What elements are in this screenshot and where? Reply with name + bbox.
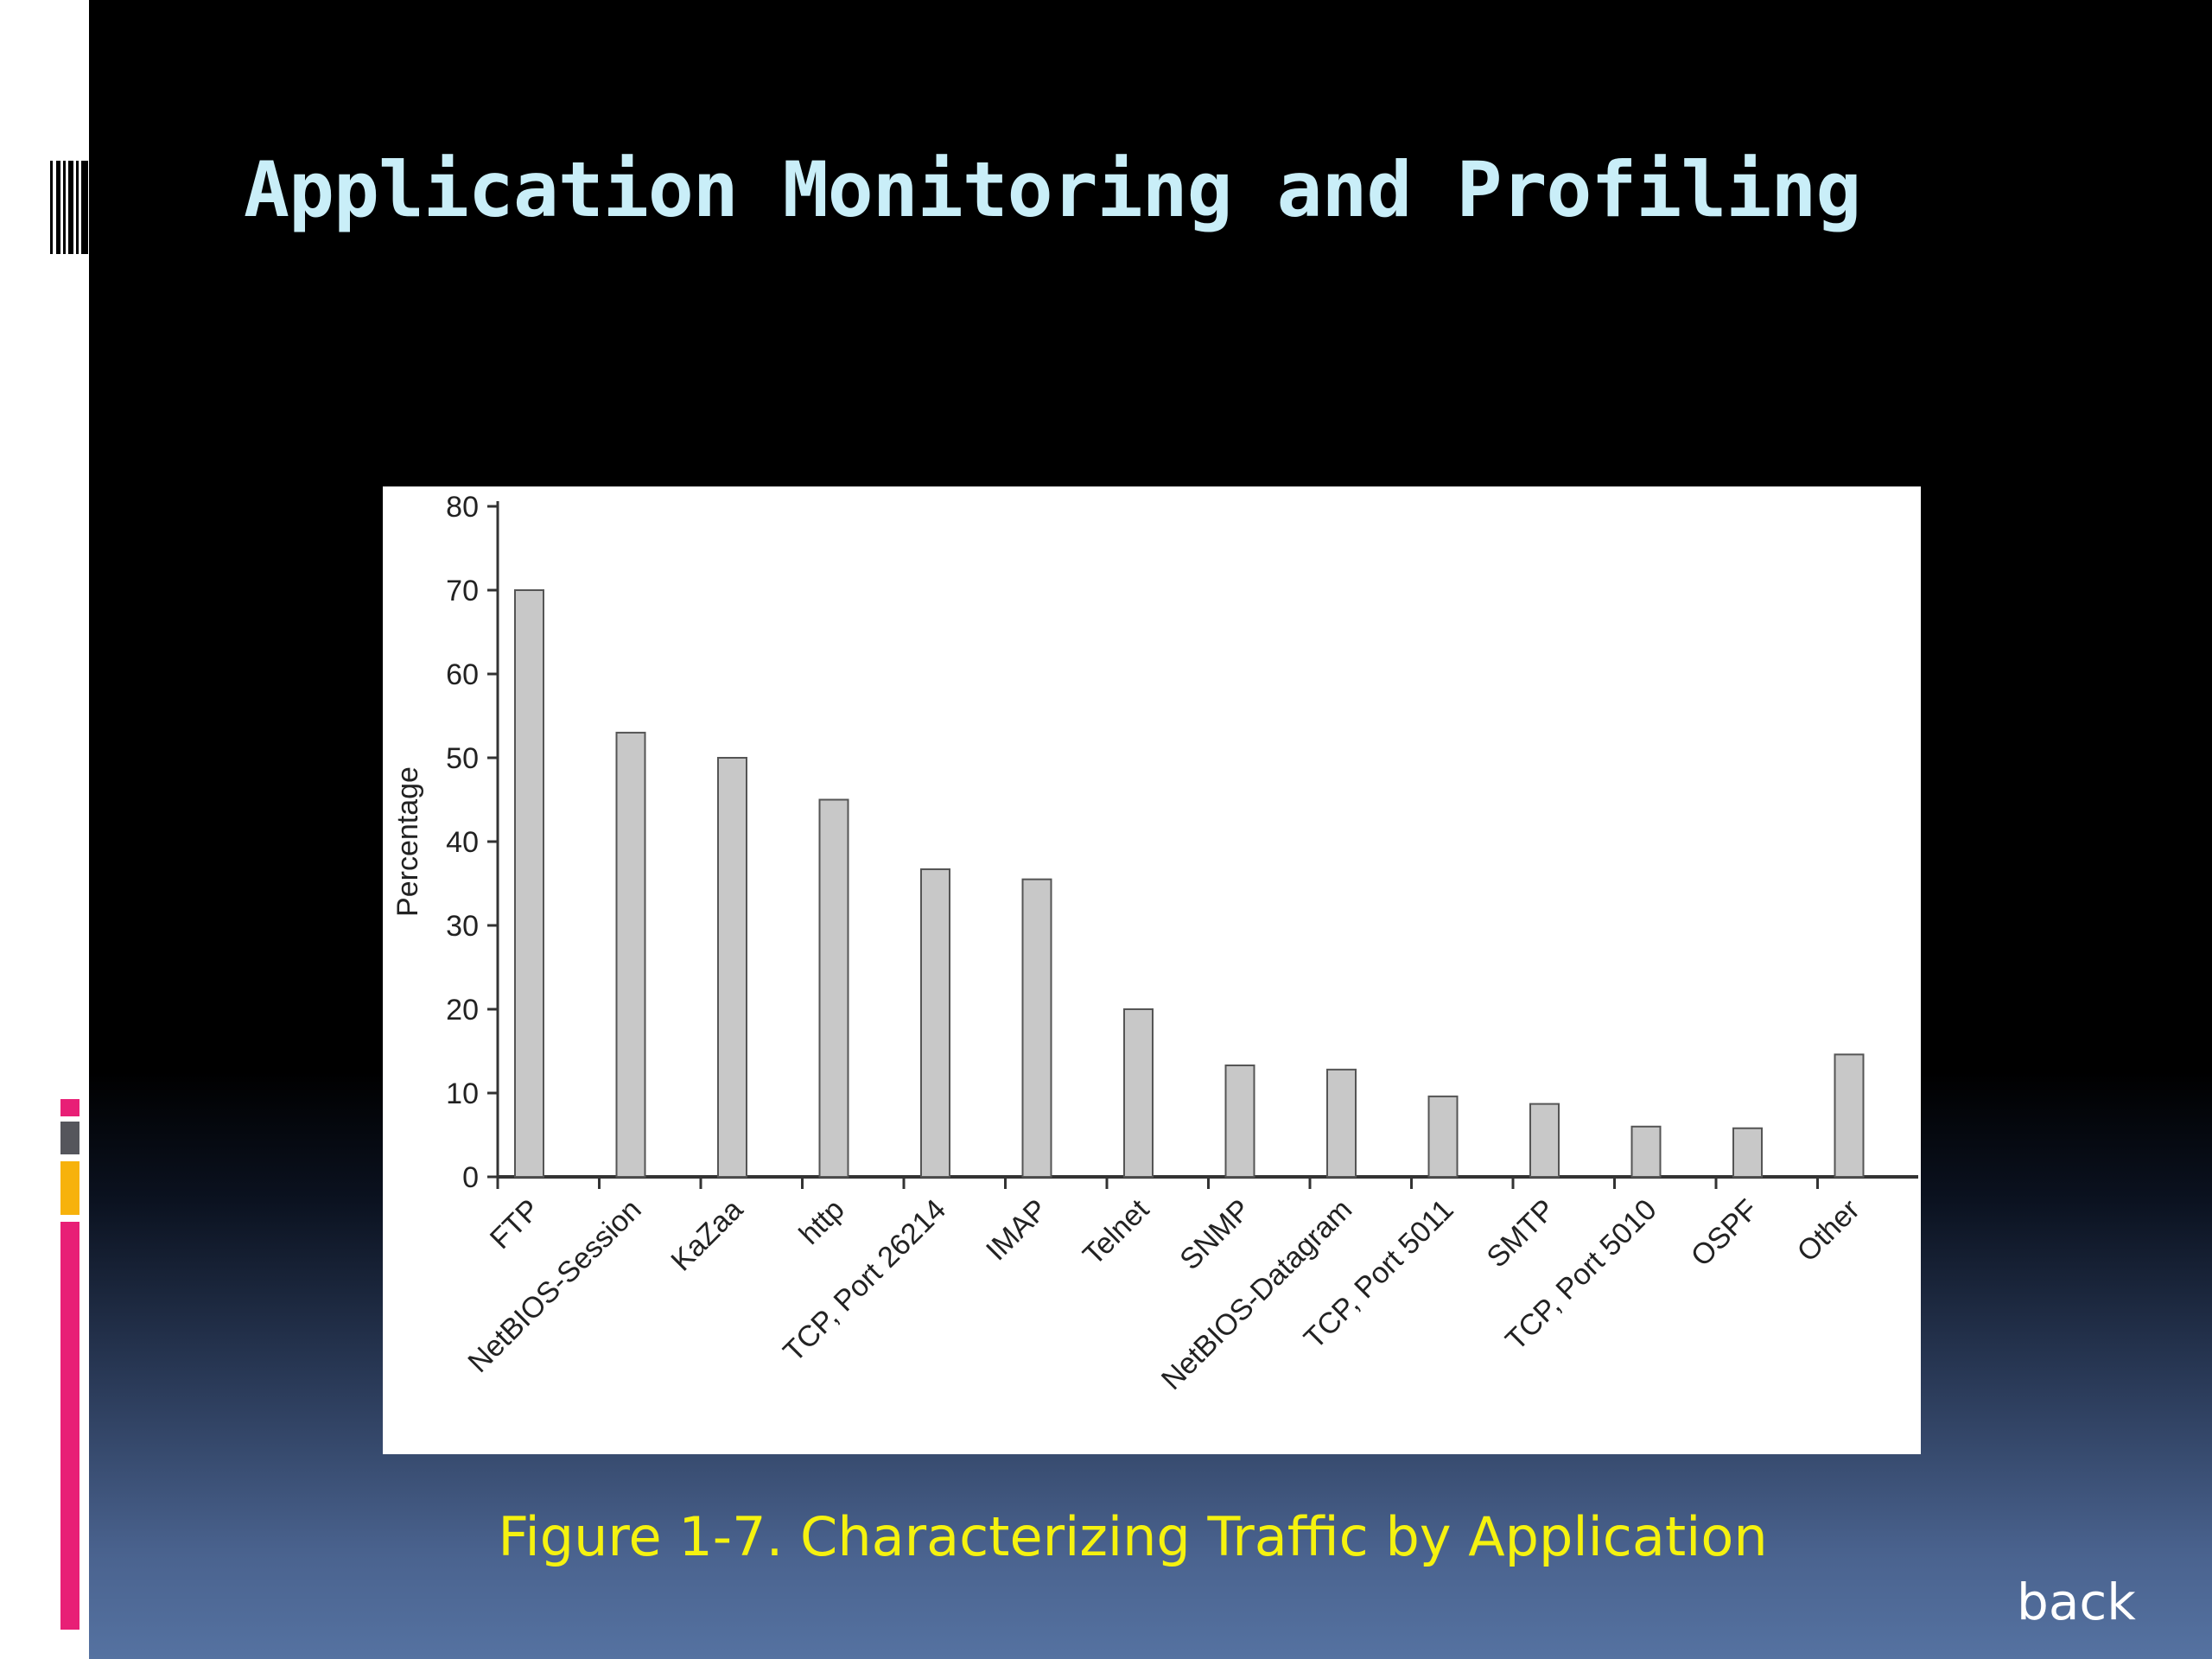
y-tick-label: 10 xyxy=(446,1077,479,1110)
accent-block-amber xyxy=(60,1161,79,1215)
x-category-label: KaZaa xyxy=(664,1193,749,1278)
y-tick-label: 0 xyxy=(462,1161,479,1194)
y-tick-label: 50 xyxy=(446,742,479,775)
figure-caption: Figure 1-7. Characterizing Traffic by Ap… xyxy=(498,1505,1768,1568)
bar-snmp xyxy=(1224,1064,1255,1178)
slide-title: Application Monitoring and Profiling xyxy=(244,145,1861,234)
x-category-label: Telnet xyxy=(1077,1192,1155,1271)
bar-other xyxy=(1834,1053,1865,1178)
bar-telnet xyxy=(1123,1008,1154,1178)
bar-smtp xyxy=(1529,1103,1560,1178)
y-axis-title: Percentage xyxy=(391,766,424,917)
bar-http xyxy=(818,798,849,1178)
y-tick-label: 20 xyxy=(446,994,479,1027)
back-link[interactable]: back xyxy=(2017,1573,2136,1631)
x-category-label: FTP xyxy=(484,1193,546,1255)
accent-block-pink xyxy=(60,1099,79,1116)
bar-ospf xyxy=(1732,1127,1763,1178)
y-tick-label: 80 xyxy=(446,491,479,524)
x-category-label: http xyxy=(793,1193,851,1251)
x-category-label: NetBIOS-Session xyxy=(461,1193,647,1379)
bar-kazaa xyxy=(717,757,747,1178)
x-category-label: IMAP xyxy=(980,1193,1054,1268)
accent-block-gray xyxy=(60,1122,79,1154)
bar-tcp-port-5010 xyxy=(1630,1125,1662,1178)
x-category-label: Other xyxy=(1791,1193,1866,1268)
chart-panel: 0 10 20 30 40 50 60 70 80 Percentage FTP NetBIOS-Se… xyxy=(383,486,1921,1454)
x-category-label: NetBIOS-Datagram xyxy=(1155,1193,1358,1396)
y-tick-label: 40 xyxy=(446,826,479,859)
x-category-label: SMTP xyxy=(1480,1193,1561,1274)
bar-imap xyxy=(1021,878,1052,1178)
bar-tcp-port-26214 xyxy=(920,868,950,1178)
accent-bar-pink xyxy=(60,1222,79,1630)
bar-chart: 0 10 20 30 40 50 60 70 80 Percentage FTPNetBIOS-Se… xyxy=(391,491,1918,1396)
x-category-label: SNMP xyxy=(1173,1193,1256,1276)
bar-netbios-session xyxy=(615,731,646,1178)
bar-tcp-port-5011 xyxy=(1427,1095,1459,1179)
bar-ftp xyxy=(514,589,544,1178)
y-tick-label: 70 xyxy=(446,575,479,607)
y-tick-label: 60 xyxy=(446,658,479,691)
x-category-label: OSPF xyxy=(1685,1193,1764,1273)
bar-netbios-datagram xyxy=(1326,1068,1357,1179)
left-decorative-bar xyxy=(0,0,89,1659)
barcode-decoration xyxy=(50,161,88,254)
y-tick-label: 30 xyxy=(446,910,479,943)
